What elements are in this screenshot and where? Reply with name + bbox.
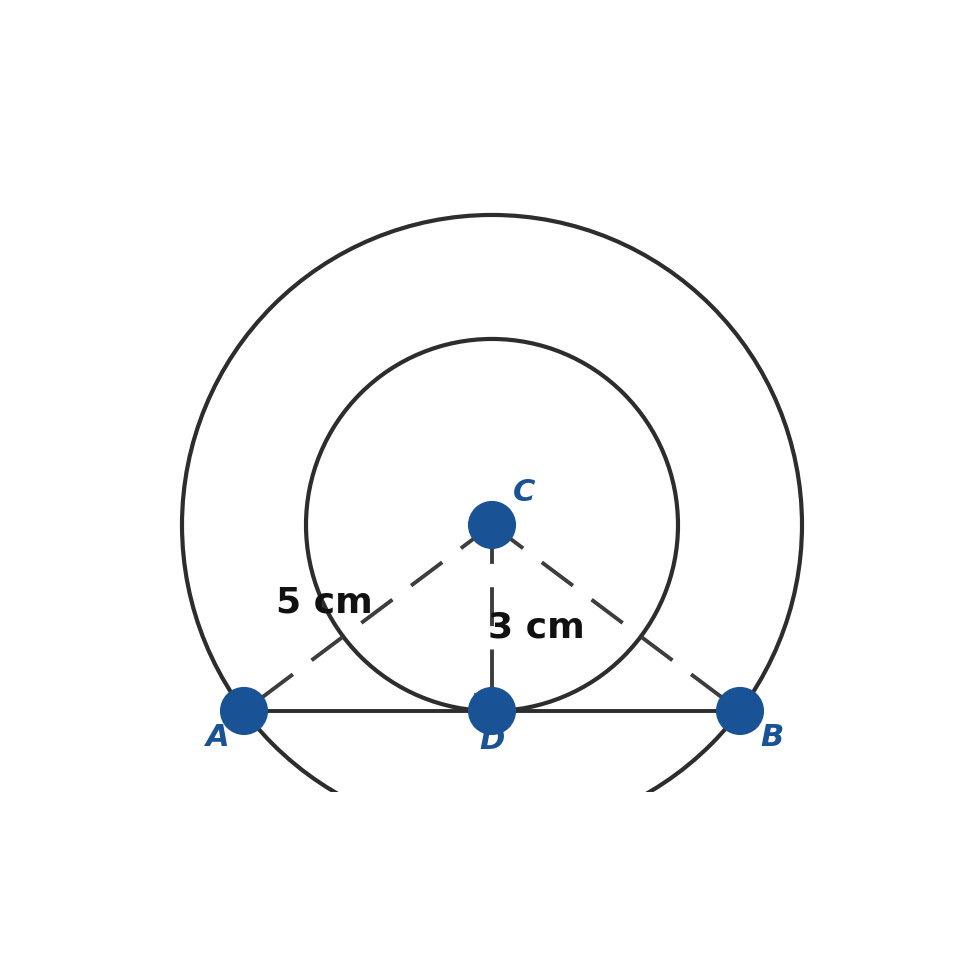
Text: 5 cm: 5 cm (276, 585, 373, 619)
Text: A: A (206, 722, 229, 751)
Point (236, 703, 252, 718)
Point (732, 703, 748, 718)
Point (484, 517, 499, 533)
Text: 3 cm: 3 cm (489, 610, 585, 644)
Text: D: D (479, 726, 505, 755)
Text: C: C (513, 478, 536, 507)
Point (484, 703, 499, 718)
Text: B: B (760, 722, 784, 751)
